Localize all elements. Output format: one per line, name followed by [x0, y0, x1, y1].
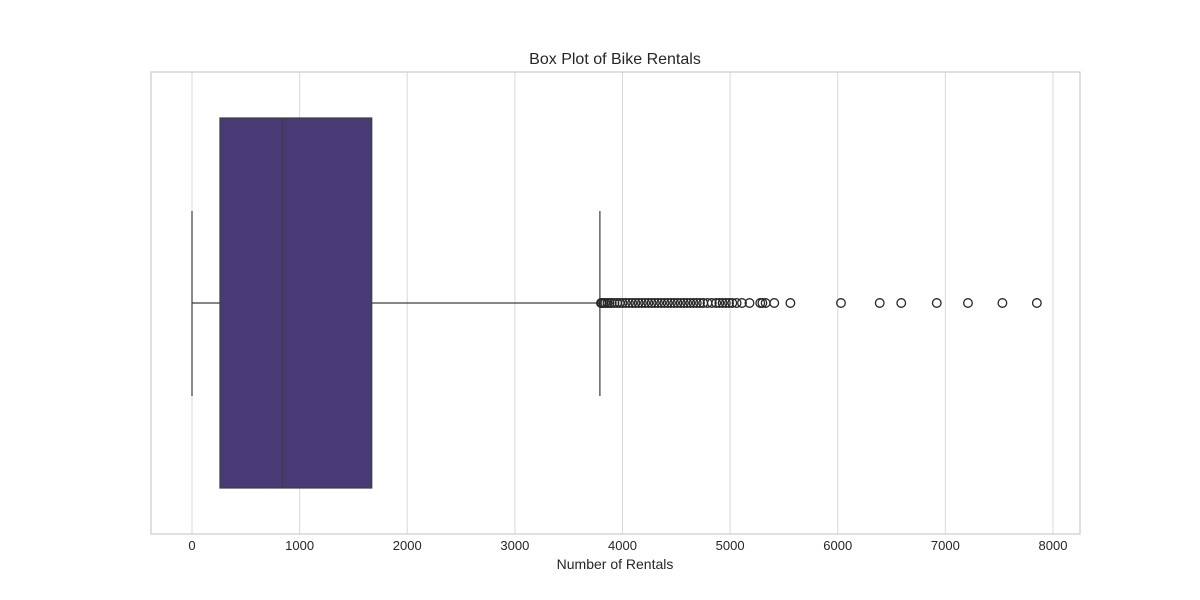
x-tick-label-5000: 5000 — [716, 538, 745, 553]
outlier-point-32 — [688, 298, 699, 308]
outlier-point-39 — [714, 298, 725, 308]
x-tick-label-1000: 1000 — [285, 538, 314, 553]
outlier-point-14 — [630, 298, 641, 308]
outlier-point-41 — [720, 298, 731, 308]
outlier-point-25 — [665, 298, 676, 308]
x-tick-label-0: 0 — [188, 538, 195, 553]
x-tick-label-7000: 7000 — [931, 538, 960, 553]
outlier-point-45 — [737, 298, 747, 308]
chart-title: Box Plot of Bike Rentals — [529, 51, 701, 68]
outlier-point-15 — [633, 298, 644, 308]
outlier-point-54 — [896, 298, 907, 308]
outlier-point-18 — [643, 298, 654, 308]
outlier-point-21 — [653, 298, 663, 308]
outlier-point-34 — [695, 298, 705, 308]
outlier-point-22 — [656, 298, 667, 308]
x-tick-label-4000: 4000 — [608, 538, 637, 553]
outlier-points — [596, 298, 1042, 308]
outlier-point-51 — [785, 298, 796, 308]
outlier-point-43 — [727, 298, 738, 308]
outlier-point-57 — [997, 298, 1008, 308]
outlier-point-17 — [640, 298, 651, 308]
x-axis-ticks: 0 1000 2000 3000 4000 5000 6000 7000 8000 — [188, 538, 1067, 553]
outlier-point-42 — [724, 298, 734, 308]
outlier-point-30 — [682, 298, 693, 308]
x-tick-label-2000: 2000 — [393, 538, 422, 553]
outlier-point-40 — [717, 298, 728, 308]
outlier-point-48 — [757, 298, 768, 308]
box-plot — [191, 117, 601, 489]
outlier-point-46 — [744, 298, 755, 308]
outlier-point-29 — [678, 298, 689, 308]
outlier-point-16 — [636, 298, 647, 308]
outlier-point-33 — [691, 298, 702, 308]
outlier-point-20 — [649, 298, 660, 308]
x-tick-label-8000: 8000 — [1039, 538, 1068, 553]
outlier-point-24 — [662, 298, 673, 308]
outlier-point-11 — [620, 298, 631, 308]
outlier-point-38 — [711, 298, 722, 308]
outlier-point-52 — [836, 298, 846, 308]
outlier-point-13 — [627, 298, 638, 308]
outlier-point-37 — [706, 298, 717, 308]
outlier-point-27 — [672, 298, 683, 308]
outlier-point-58 — [1031, 298, 1042, 308]
outlier-point-55 — [931, 298, 942, 308]
outlier-point-28 — [675, 298, 686, 308]
outlier-point-44 — [731, 298, 742, 308]
outlier-point-19 — [646, 298, 657, 308]
outlier-point-53 — [874, 298, 885, 308]
outlier-point-10 — [617, 298, 628, 308]
outlier-point-26 — [669, 298, 680, 308]
outlier-point-23 — [659, 298, 670, 308]
plot-frame — [150, 71, 1081, 535]
x-tick-label-3000: 3000 — [500, 538, 529, 553]
outlier-point-31 — [685, 298, 696, 308]
x-axis-label: Number of Rentals — [557, 556, 674, 572]
outlier-point-50 — [769, 298, 780, 308]
x-tick-label-6000: 6000 — [823, 538, 852, 553]
outlier-point-56 — [963, 298, 973, 308]
outlier-point-12 — [624, 298, 634, 308]
iqr-box — [219, 117, 373, 489]
